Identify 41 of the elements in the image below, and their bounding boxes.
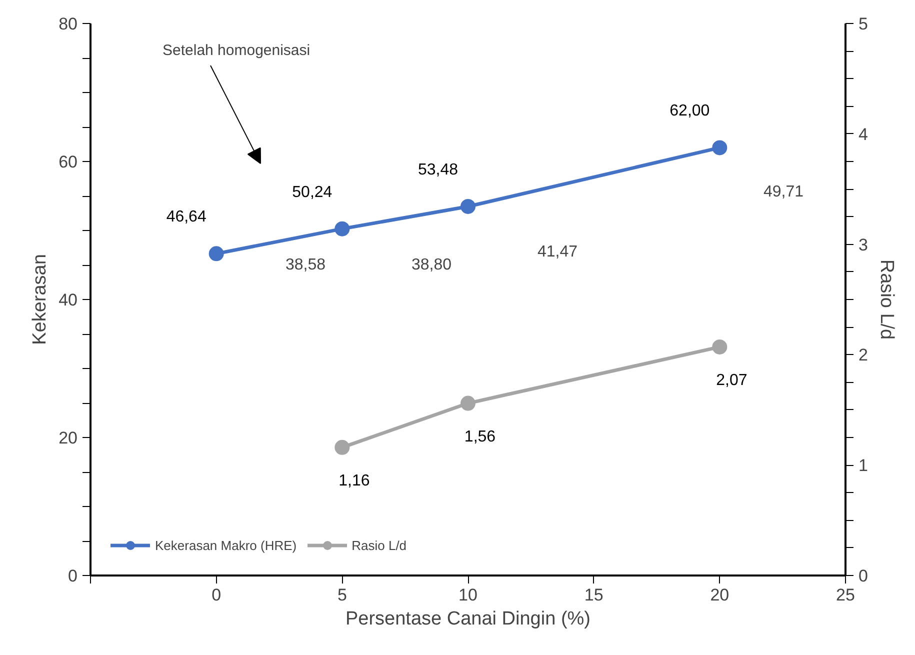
y2-tick-label: 2 <box>858 346 868 365</box>
data-label: 1,16 <box>338 472 370 490</box>
data-label: 2,07 <box>716 372 748 389</box>
y-tick-label: 60 <box>58 152 78 172</box>
y2-tick-label: 1 <box>858 456 868 476</box>
data-label: 1,56 <box>464 428 496 446</box>
annotation: Setelah homogenisasi <box>162 42 310 59</box>
x-tick-label: 0 <box>212 586 222 604</box>
y-axis-title: Kekerasan <box>30 254 51 345</box>
data-label: 53,48 <box>418 161 458 178</box>
y2-tick-label: 0 <box>858 566 868 586</box>
point <box>208 246 224 262</box>
point <box>712 140 728 156</box>
legend-label: Kekerasan Makro (HRE) <box>155 538 297 552</box>
y-tick-label: 0 <box>68 566 78 586</box>
point <box>460 199 476 214</box>
x-tick-label: 25 <box>836 586 855 604</box>
y-tick-label: 80 <box>58 14 78 34</box>
annotation: 49,71 <box>763 184 804 200</box>
point <box>334 221 350 236</box>
data-label: 50,24 <box>292 184 332 201</box>
y-tick-label: 20 <box>58 428 78 448</box>
annotation: 38,58 <box>285 256 326 274</box>
point <box>334 440 350 455</box>
legend-label: Rasio L/d <box>352 538 407 552</box>
annotation: 38,80 <box>411 256 452 274</box>
data-label: 46,64 <box>166 208 206 226</box>
x-tick-label: 20 <box>710 586 730 604</box>
y2-tick-label: 5 <box>858 14 868 34</box>
point <box>712 339 728 354</box>
x-axis-title: Persentase Canai Dingin (%) <box>345 608 591 630</box>
y2-axis-title: Rasio L/d <box>876 259 897 340</box>
x-tick-label: 10 <box>458 586 478 604</box>
data-label: 62,00 <box>670 102 710 120</box>
y-tick-label: 40 <box>58 290 78 310</box>
y2-tick-label: 4 <box>858 124 868 144</box>
y2-tick-label: 3 <box>858 235 868 254</box>
annotation: 41,47 <box>537 244 578 260</box>
x-tick-label: 15 <box>584 586 604 604</box>
x-tick-label: 5 <box>337 586 347 604</box>
point <box>460 396 476 411</box>
